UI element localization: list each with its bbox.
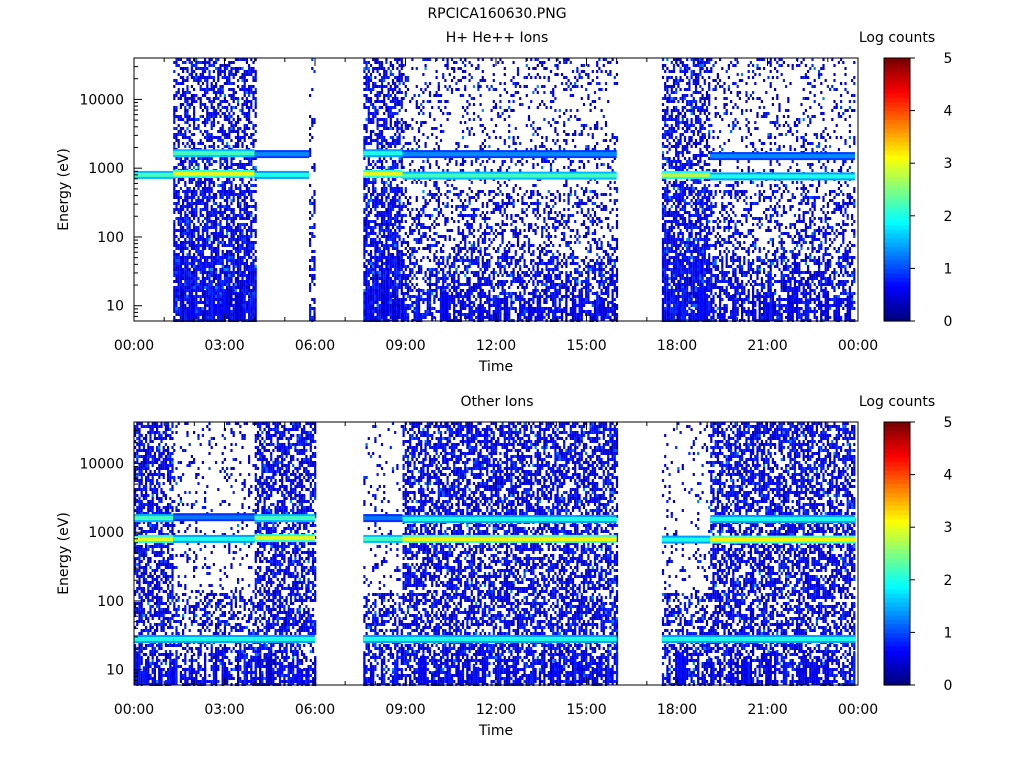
colorbar-label: Log counts: [859, 30, 935, 46]
band-core-1: [134, 516, 173, 520]
band-core-15: [662, 538, 710, 542]
band-core-10: [710, 174, 855, 178]
band-core-1: [173, 172, 254, 176]
band-core-11: [363, 637, 402, 641]
band-core-19: [710, 637, 855, 641]
panel-title: H+ He++ Ions: [446, 30, 549, 46]
colorbar-label: Log counts: [859, 394, 935, 410]
heatmap-noise: [134, 422, 855, 686]
x-tick-label: 21:00: [747, 702, 787, 718]
band-core-6: [363, 151, 402, 155]
band-core-9: [363, 537, 402, 541]
y-axis-label: Energy (eV): [56, 512, 72, 595]
x-tick-label: 12:00: [476, 338, 516, 354]
band-core-8: [403, 152, 617, 156]
band-core-4: [173, 515, 254, 519]
band-core-16: [662, 637, 710, 641]
x-tick-label: 15:00: [566, 702, 606, 718]
y-tick-label: 100: [97, 230, 124, 246]
colorbar-tick-label: 4: [944, 104, 953, 120]
x-axis-label: Time: [478, 359, 513, 375]
band-core-17: [710, 538, 855, 542]
colorbar-tick-label: 1: [944, 625, 953, 641]
panel-title: Other Ions: [460, 394, 533, 410]
y-tick-label: 1000: [88, 161, 124, 177]
band-core-5: [363, 172, 402, 176]
band-core-3: [173, 537, 254, 541]
colorbar-tick-label: 0: [944, 678, 953, 694]
x-tick-label: 00:00: [838, 338, 878, 354]
band-core-2: [173, 151, 254, 155]
page-title: RPCICA160630.PNG: [427, 6, 566, 22]
band-core-14: [403, 637, 617, 641]
band-core-0: [134, 537, 173, 541]
band-core-13: [403, 517, 617, 521]
colorbar: 0 1 2 3 4 5 Log counts: [859, 394, 953, 694]
x-tick-label: 03:00: [204, 338, 244, 354]
band-core-7: [255, 516, 315, 520]
x-tick-label: 06:00: [295, 338, 335, 354]
band-core-0: [134, 173, 173, 177]
x-axis-label: Time: [478, 723, 513, 739]
colorbar-tick-label: 5: [944, 51, 953, 67]
band-core-8: [255, 637, 315, 641]
colorbar-tick-label: 0: [944, 314, 953, 330]
panel-other-ions: 00:00 03:00 06:00 09:00 12:00 15:00 18:00 21:00…: [56, 394, 953, 739]
figure: RPCICA160630.PNG 00:00 03:00 06:00 09:00 12:…: [0, 0, 1024, 768]
x-tick-label: 00:00: [114, 702, 154, 718]
band-core-11: [710, 154, 855, 158]
colorbar-tick-label: 5: [944, 415, 953, 431]
y-tick-label: 10: [106, 663, 124, 679]
colorbar: 0 1 2 3 4 5 Log counts: [859, 30, 953, 330]
band-core-18: [710, 517, 855, 521]
band-core-5: [173, 637, 254, 641]
x-tick-label: 12:00: [476, 702, 516, 718]
x-tick-label: 21:00: [747, 338, 787, 354]
band-core-3: [255, 173, 309, 177]
x-tick-label: 18:00: [657, 338, 697, 354]
y-tick-label: 10: [106, 299, 124, 315]
colorbar-tick-label: 4: [944, 468, 953, 484]
band-core-4: [255, 152, 309, 156]
y-tick-label: 10000: [79, 92, 124, 108]
x-tick-label: 18:00: [657, 702, 697, 718]
y-tick-label: 10000: [79, 456, 124, 472]
x-tick-label: 06:00: [295, 702, 335, 718]
band-core-6: [255, 536, 315, 540]
x-tick-label: 00:00: [114, 338, 154, 354]
colorbar-tick-label: 2: [944, 573, 953, 589]
colorbar-tick-label: 3: [944, 156, 953, 172]
band-core-12: [403, 537, 617, 541]
panel-h-he-ions: 00:00 03:00 06:00 09:00 12:00 15:00 18:00 21:00…: [56, 30, 953, 375]
x-tick-label: 15:00: [566, 338, 606, 354]
colorbar-tick-label: 2: [944, 209, 953, 225]
x-tick-label: 09:00: [385, 338, 425, 354]
x-tick-label: 03:00: [204, 702, 244, 718]
x-tick-label: 09:00: [385, 702, 425, 718]
band-core-2: [134, 637, 173, 641]
x-tick-label: 00:00: [838, 702, 878, 718]
heatmap-noise: [173, 58, 855, 322]
band-core-10: [363, 516, 402, 520]
y-tick-label: 1000: [88, 525, 124, 541]
band-core-9: [662, 173, 710, 177]
colorbar-tick-label: 1: [944, 261, 953, 277]
band-core-7: [403, 174, 617, 178]
y-axis-label: Energy (eV): [56, 148, 72, 231]
colorbar-tick-label: 3: [944, 520, 953, 536]
y-tick-label: 100: [97, 594, 124, 610]
